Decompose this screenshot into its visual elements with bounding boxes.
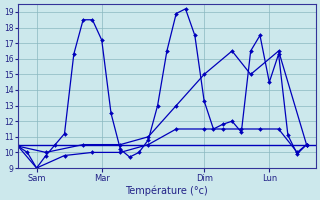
X-axis label: Température (°c): Température (°c) xyxy=(125,185,208,196)
